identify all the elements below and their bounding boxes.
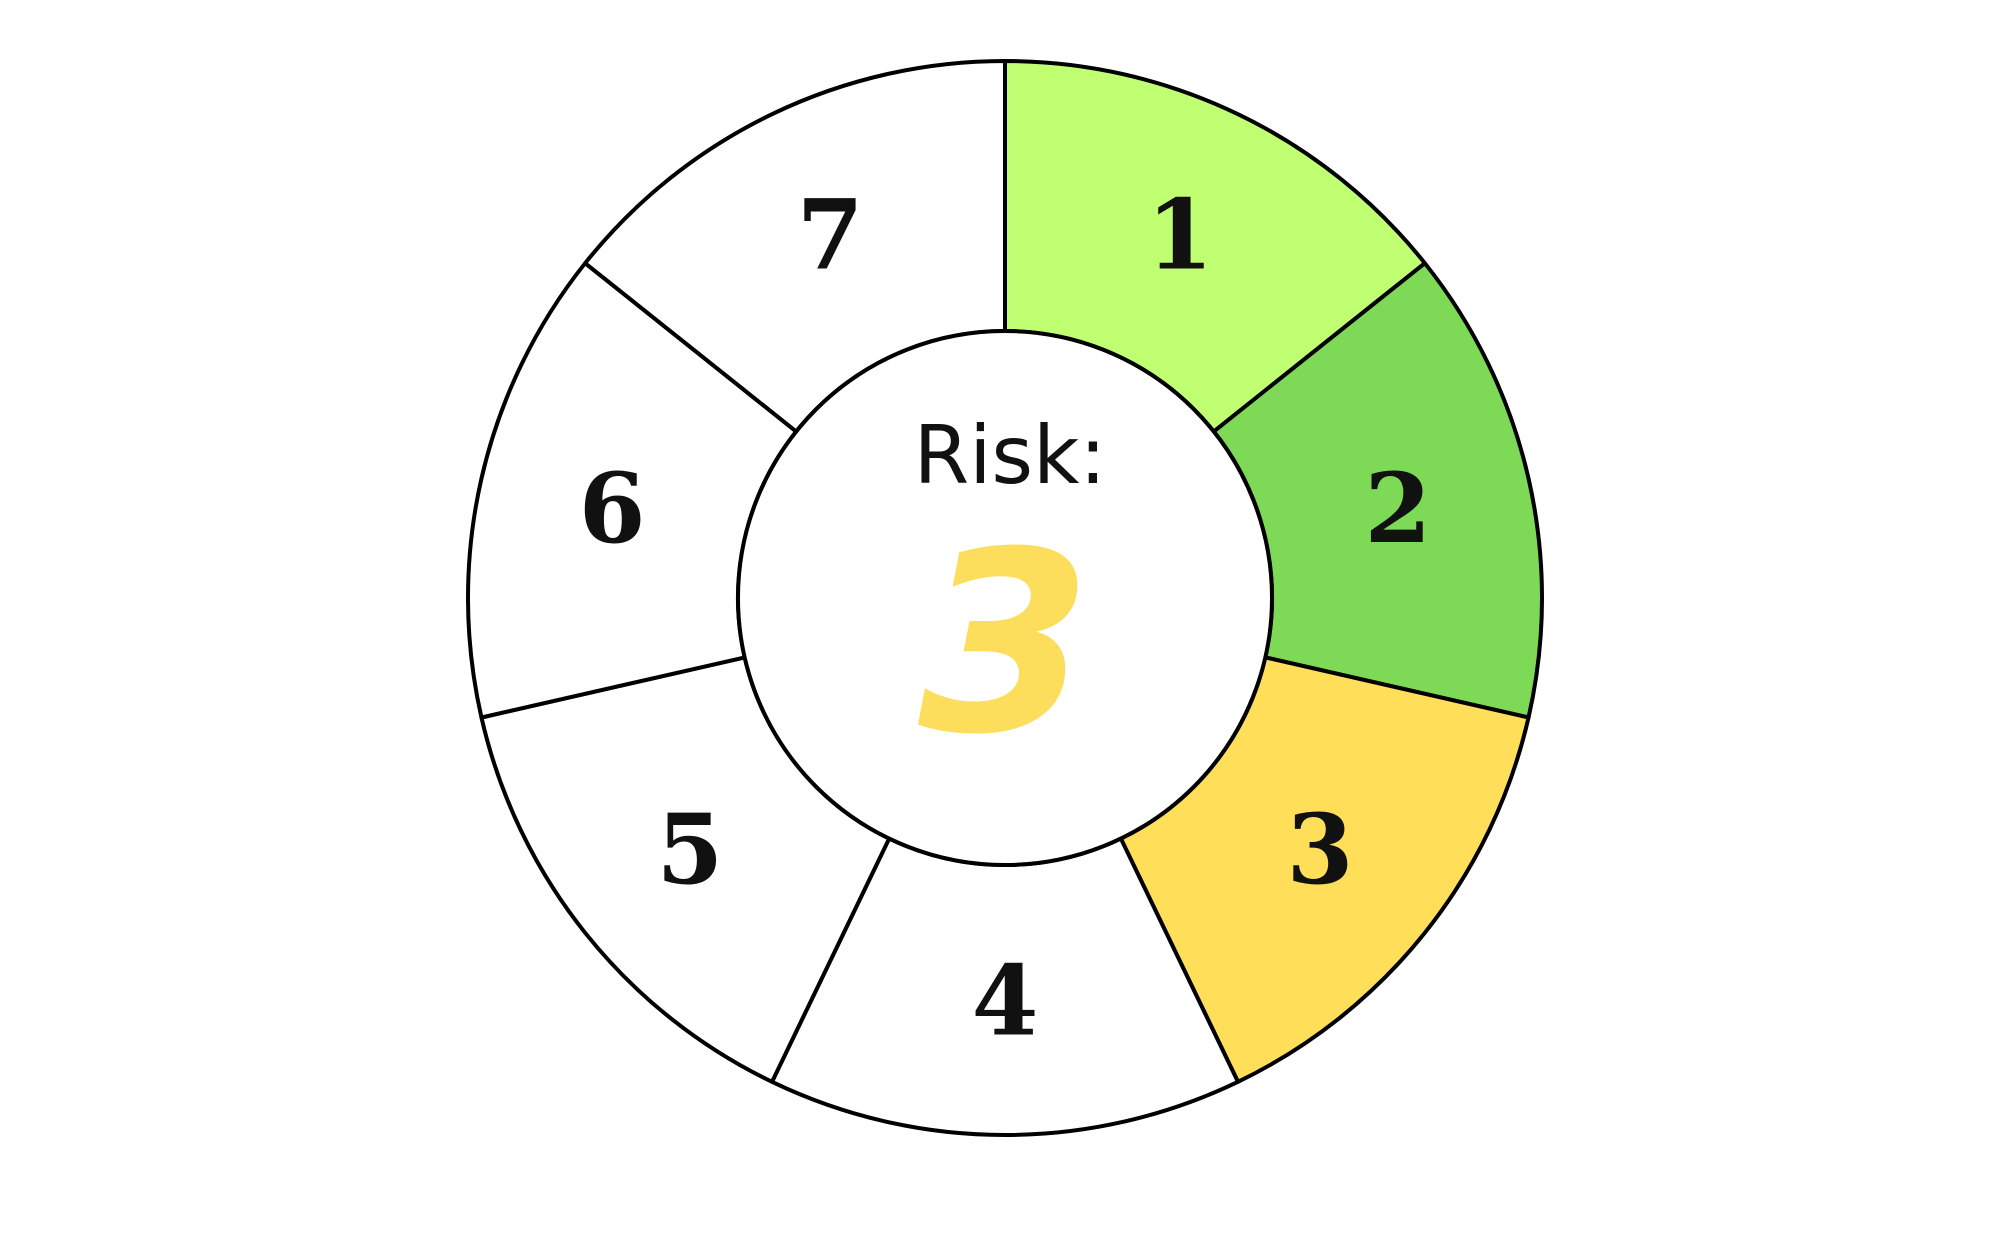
- risk-value: 3: [918, 498, 1092, 789]
- risk-segment-labels: 1 2 3 4 5 6 7: [579, 178, 1432, 1057]
- risk-segments: [466, 59, 1544, 1137]
- risk-segment-number-6: 6: [579, 452, 646, 565]
- risk-segment-number-1: 1: [1146, 178, 1213, 291]
- center-disc: [736, 329, 1274, 867]
- risk-label: Risk:: [914, 409, 1107, 502]
- risk-segment-number-7: 7: [797, 178, 864, 291]
- risk-segment-number-3: 3: [1287, 793, 1354, 906]
- risk-segment-number-2: 2: [1364, 452, 1431, 565]
- risk-segment-number-4: 4: [972, 945, 1039, 1058]
- risk-segment-number-5: 5: [657, 793, 724, 906]
